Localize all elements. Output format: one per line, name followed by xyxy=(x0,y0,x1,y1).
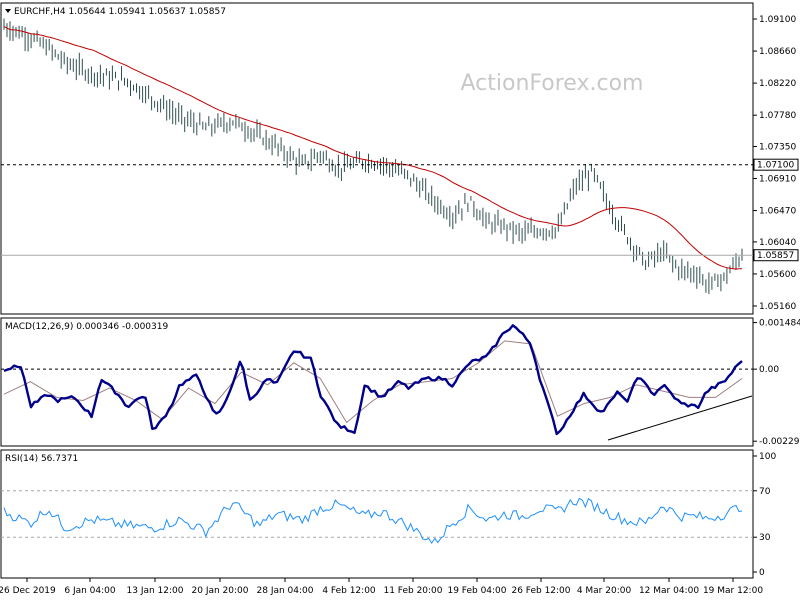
time-axis: 26 Dec 2019 6 Jan 04:00 13 Jan 12:00 20 Jan… xyxy=(0,578,763,596)
time-tick-label: 6 Jan 04:00 xyxy=(64,586,116,596)
chevron-down-icon[interactable] xyxy=(5,9,11,13)
time-tick-label: 13 Jan 12:00 xyxy=(127,586,184,596)
price-tick-label: 1.05160 xyxy=(759,302,796,312)
time-tick-label: 28 Jan 04:00 xyxy=(257,586,314,596)
time-tick-label: 4 Mar 20:00 xyxy=(577,586,632,596)
time-tick-label: 4 Feb 12:00 xyxy=(322,586,376,596)
time-tick-label: 19 Mar 12:00 xyxy=(703,586,763,596)
rsi-tick-label: 100 xyxy=(759,452,776,462)
macd-panel[interactable]: MACD(12,26,9) 0.000346 -0.000319 0.00148… xyxy=(0,317,800,447)
macd-header: MACD(12,26,9) 0.000346 -0.000319 xyxy=(5,322,168,332)
price-tick-label: 1.06910 xyxy=(759,175,796,185)
price-tick-label: 1.07350 xyxy=(759,142,796,152)
price-axis: 1.09100 1.08660 1.08220 1.07780 1.07350 1.069… xyxy=(753,15,796,312)
time-tick-label: 20 Jan 20:00 xyxy=(192,586,249,596)
price-label-box: 1.05857 xyxy=(753,249,799,262)
moving-average-line xyxy=(3,25,743,270)
price-panel[interactable]: ActionForex.com EURCHF,H4 1.05644 1.0594… xyxy=(0,2,799,315)
price-tick-label: 1.06470 xyxy=(759,207,796,217)
price-tick-label: 1.06040 xyxy=(759,238,796,248)
time-tick-label: 19 Feb 04:00 xyxy=(447,586,506,596)
price-bars xyxy=(3,18,743,294)
time-tick-label: 11 Feb 20:00 xyxy=(383,586,442,596)
price-tick-label: 1.08660 xyxy=(759,47,796,57)
macd-tick-label: -0.002297 xyxy=(759,437,800,447)
rsi-header: RSI(14) 56.7371 xyxy=(5,454,78,464)
watermark: ActionForex.com xyxy=(461,71,644,96)
trendline xyxy=(607,395,753,441)
time-tick-label: 12 Mar 04:00 xyxy=(639,586,699,596)
price-tick-label: 1.07780 xyxy=(759,111,796,121)
time-tick-label: 26 Feb 12:00 xyxy=(511,586,570,596)
level-label-box: 1.07100 xyxy=(753,158,799,171)
time-tick-label: 26 Dec 2019 xyxy=(0,586,56,596)
price-tick-label: 1.09100 xyxy=(759,15,796,25)
rsi-tick-label: 30 xyxy=(759,533,771,543)
macd-tick-label: 0.00 xyxy=(759,365,779,375)
macd-tick-label: 0.001484 xyxy=(759,319,800,329)
rsi-tick-label: 0 xyxy=(759,568,765,578)
rsi-panel[interactable]: RSI(14) 56.7371 100 70 30 0 xyxy=(0,449,776,579)
macd-axis: 0.001484 0.00 -0.002297 xyxy=(753,319,800,447)
macd-line xyxy=(3,324,743,436)
level-label: 1.07100 xyxy=(757,161,794,171)
price-tick-label: 1.08220 xyxy=(759,79,796,89)
price-label: 1.05857 xyxy=(757,251,794,261)
rsi-axis: 100 70 30 0 xyxy=(753,452,776,578)
rsi-line xyxy=(3,497,743,545)
price-tick-label: 1.05600 xyxy=(759,270,796,280)
rsi-tick-label: 70 xyxy=(759,487,771,497)
main-header: EURCHF,H4 1.05644 1.05941 1.05637 1.0585… xyxy=(14,7,226,17)
